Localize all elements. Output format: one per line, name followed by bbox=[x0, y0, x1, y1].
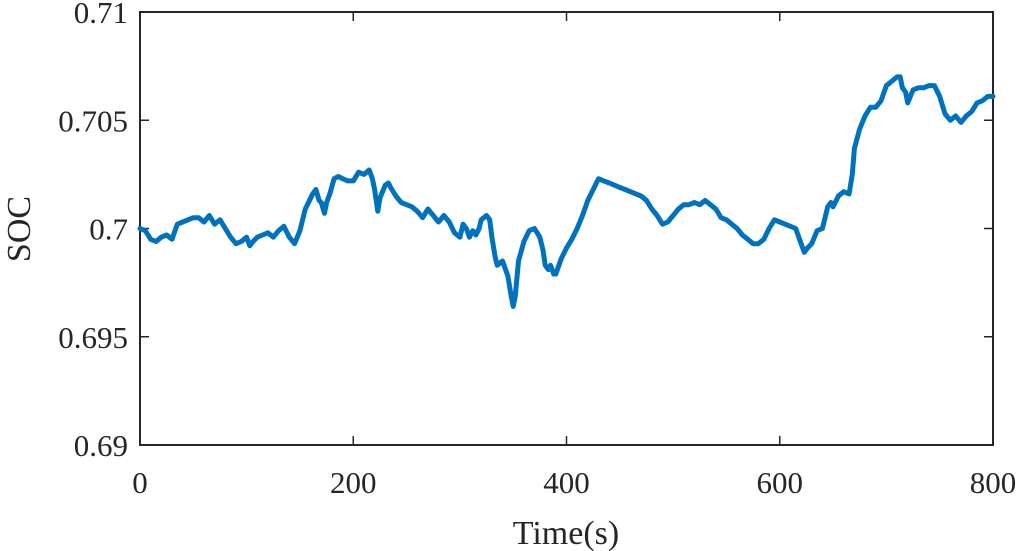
y-tick-label: 0.69 bbox=[74, 428, 128, 463]
x-axis-ticks: 0 200 400 600 800 bbox=[132, 12, 1016, 500]
soc-series-line bbox=[137, 74, 996, 309]
x-tick-label: 200 bbox=[330, 465, 377, 500]
y-axis-ticks: 0.69 0.695 0.7 0.705 0.71 bbox=[58, 0, 993, 463]
x-tick-label: 400 bbox=[543, 465, 590, 500]
y-tick-label: 0.7 bbox=[89, 212, 128, 247]
x-tick-label: 600 bbox=[757, 465, 804, 500]
x-axis-label: Time(s) bbox=[513, 515, 619, 551]
y-axis-label: SOC bbox=[1, 196, 38, 262]
y-tick-label: 0.71 bbox=[74, 0, 128, 30]
series-layer bbox=[137, 74, 996, 309]
y-tick-label: 0.695 bbox=[58, 320, 128, 355]
y-tick-label: 0.705 bbox=[58, 103, 128, 138]
x-tick-label: 800 bbox=[970, 465, 1017, 500]
x-tick-label: 0 bbox=[132, 465, 148, 500]
